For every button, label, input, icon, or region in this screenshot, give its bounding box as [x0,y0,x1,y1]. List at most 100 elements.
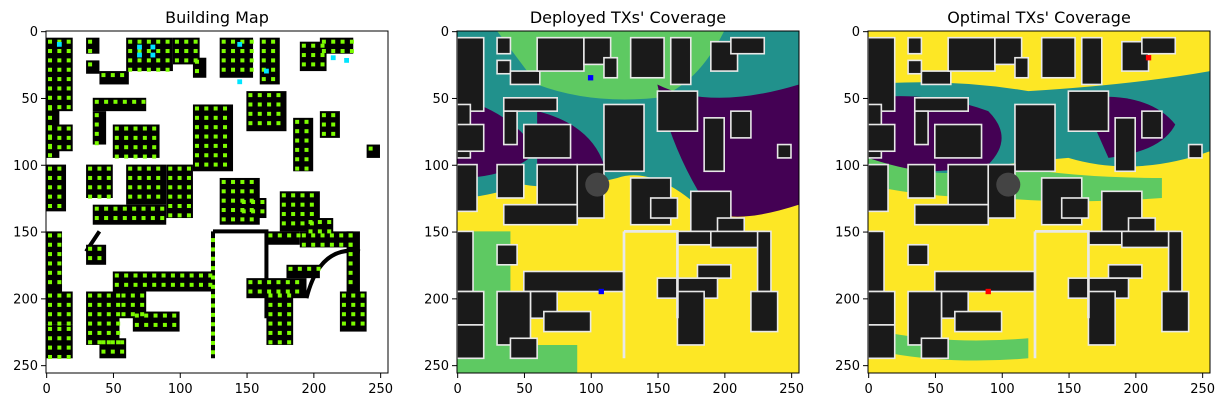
grid-point [97,166,102,171]
grid-point [66,326,71,331]
building [112,271,213,292]
building [920,70,952,86]
grid-point [168,166,173,171]
y-tick-label: 100 [424,159,449,174]
grid-point [48,115,53,120]
grid-point [311,43,316,48]
grid-point [368,146,373,151]
grid-point [137,39,142,44]
grid-point [146,185,151,190]
building [92,97,147,112]
grid-point [57,261,62,266]
y-tick-label: 50 [21,92,38,107]
grid-point [295,289,300,294]
grid-point [249,67,254,72]
grid-point [133,145,138,150]
grid-point [193,49,198,54]
y-tick-label: 0 [441,25,449,40]
grid-point [101,73,106,78]
grid-point [210,312,215,317]
y-tick-label: 200 [13,292,38,307]
building [1161,290,1190,333]
building [509,70,541,86]
panel-building-map: Building Map 0 50 100 150 200 250 0 50 100 150 200… [13,8,393,397]
building [536,163,579,206]
grid-point [300,221,305,226]
grid-point [260,209,265,214]
grid-point [296,233,301,238]
grid-point [57,49,62,54]
grid-point [348,233,353,238]
grid-point [132,206,137,211]
plot-area [46,31,388,373]
grid-point [101,349,106,354]
grid-point [48,302,53,307]
grid-point [231,208,236,213]
grid-point [249,179,254,184]
grid-point [223,162,228,167]
grid-point [276,102,281,107]
grid-point [297,266,302,271]
building [603,103,645,173]
grid-point [221,39,226,44]
grid-point [186,194,191,199]
grid-point [48,49,53,54]
y-tick-label: 250 [424,359,449,374]
grid-point [165,49,170,54]
grid-point [152,282,157,287]
building [868,163,889,213]
building [92,111,107,145]
grid-point [114,126,119,131]
grid-point [116,321,121,326]
grid-point [162,322,167,327]
y-tick-label: 200 [424,292,449,307]
grid-point [57,326,62,331]
grid-point [321,131,326,136]
grid-point [261,58,266,63]
building [502,96,558,112]
building [1107,263,1143,279]
y-tick-label: 50 [432,92,449,107]
grid-point [114,273,119,278]
grid-point [231,67,236,72]
grid-point [287,330,292,335]
grid-point [223,115,228,120]
x-tick-label: 200 [1123,382,1148,397]
grid-point [104,206,109,211]
grid-point [304,166,309,171]
grid-point [277,302,282,307]
grid-point [249,189,254,194]
grid-point [97,340,102,345]
grid-point [114,282,119,287]
building [536,36,585,72]
grid-point [88,312,93,317]
grid-point [168,175,173,180]
grid-point [48,345,53,350]
round-structure [996,172,1021,197]
grid-point [48,58,53,63]
map-layer [46,31,388,373]
grid-point [277,293,282,298]
grid-point [231,39,236,44]
grid-point [198,273,203,278]
building [868,36,896,112]
building [1060,197,1090,219]
grid-point [321,49,326,54]
grid-point [57,185,62,190]
panel-optimal-coverage: Optimal TXs' Coverage 0 50 100 150 200 250 0 50… [835,8,1215,397]
grid-point [301,53,306,58]
building [868,230,885,293]
grid-point [134,322,139,327]
grid-point [106,293,111,298]
grid-point [130,312,135,317]
grid-point [257,93,262,98]
grid-point [180,273,185,278]
grid-point [348,270,353,275]
grid-point [267,93,272,98]
building [913,203,990,226]
grid-point [268,330,273,335]
grid-point [153,322,158,327]
grid-point [320,242,325,247]
building [457,290,485,326]
